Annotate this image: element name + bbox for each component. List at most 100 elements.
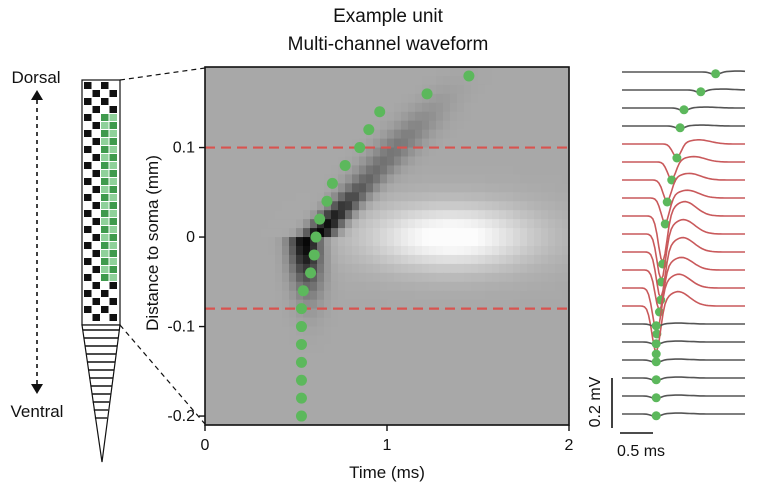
heatmap-cell bbox=[247, 308, 255, 319]
heatmap-cell bbox=[457, 299, 465, 310]
heatmap-cell bbox=[401, 326, 409, 337]
heatmap-cell bbox=[408, 201, 416, 211]
heatmap-cell bbox=[233, 174, 241, 184]
waveform-peak-dot bbox=[679, 105, 689, 115]
heatmap-cell bbox=[261, 210, 269, 220]
heatmap-cell bbox=[247, 192, 255, 202]
heatmap-cell bbox=[443, 371, 451, 381]
heatmap-cell bbox=[436, 326, 444, 337]
probe-site bbox=[84, 274, 92, 281]
heatmap-cell bbox=[317, 228, 325, 238]
heatmap-cell bbox=[513, 156, 521, 167]
peak-dot bbox=[295, 338, 307, 350]
heatmap-cell bbox=[555, 174, 563, 184]
heatmap-cell bbox=[345, 416, 353, 426]
heatmap-cell bbox=[268, 380, 276, 390]
heatmap-cell bbox=[541, 138, 549, 149]
heatmap-cell bbox=[541, 281, 549, 292]
heatmap-cell bbox=[408, 246, 416, 256]
heatmap-cell bbox=[212, 93, 220, 104]
heatmap-cell bbox=[324, 228, 332, 238]
heatmap-cell bbox=[443, 75, 451, 86]
heatmap-cell bbox=[240, 120, 248, 131]
heatmap-cell bbox=[289, 290, 297, 301]
heatmap-cell bbox=[506, 93, 514, 104]
heatmap-cell bbox=[562, 317, 570, 328]
heatmap-cell bbox=[555, 237, 563, 247]
heatmap-cell bbox=[268, 246, 276, 256]
heatmap-cell bbox=[226, 353, 234, 363]
heatmap-cell bbox=[443, 192, 451, 202]
heatmap-cell bbox=[247, 84, 255, 95]
heatmap-cell bbox=[492, 371, 500, 381]
heatmap-cell bbox=[478, 299, 486, 310]
heatmap-cell bbox=[478, 326, 486, 337]
heatmap-cell bbox=[485, 210, 493, 220]
heatmap-cell bbox=[534, 75, 542, 86]
heatmap-cell bbox=[485, 156, 493, 167]
heatmap-cell bbox=[352, 398, 360, 408]
heatmap-cell bbox=[268, 344, 276, 354]
heatmap-cell bbox=[352, 93, 360, 104]
heatmap-cell bbox=[268, 317, 276, 328]
heatmap-cell bbox=[415, 246, 423, 256]
heatmap-cell bbox=[541, 237, 549, 247]
heatmap-cell bbox=[289, 326, 297, 337]
probe-site bbox=[109, 90, 117, 97]
heatmap-cell bbox=[303, 120, 311, 131]
heatmap-cell bbox=[513, 281, 521, 292]
heatmap-cell bbox=[331, 192, 339, 202]
heatmap-cell bbox=[492, 263, 500, 274]
heatmap-cell bbox=[219, 93, 227, 104]
heatmap-cell bbox=[387, 219, 395, 229]
heatmap-cell bbox=[205, 353, 213, 363]
heatmap-cell bbox=[429, 407, 437, 417]
waveform-peak-dot bbox=[660, 219, 670, 229]
heatmap-cell bbox=[562, 407, 570, 417]
heatmap-cell bbox=[233, 147, 241, 158]
heatmap-cell bbox=[345, 254, 353, 265]
heatmap-cell bbox=[289, 174, 297, 184]
heatmap-cell bbox=[534, 147, 542, 158]
heatmap-cell bbox=[282, 344, 290, 354]
heatmap-cell bbox=[275, 416, 283, 426]
heatmap-cell bbox=[345, 290, 353, 301]
heatmap-cell bbox=[450, 362, 458, 372]
heatmap-cell bbox=[415, 263, 423, 274]
heatmap-cell bbox=[443, 67, 451, 77]
heatmap-cell bbox=[233, 120, 241, 131]
heatmap-cell bbox=[387, 281, 395, 292]
heatmap-cell bbox=[394, 84, 402, 95]
heatmap-cell bbox=[254, 210, 262, 220]
heatmap-cell bbox=[492, 67, 500, 77]
heatmap-cell bbox=[436, 75, 444, 86]
heatmap-cell bbox=[205, 398, 213, 408]
heatmap-cell bbox=[345, 380, 353, 390]
heatmap-cell bbox=[415, 398, 423, 408]
heatmap-cell bbox=[520, 362, 528, 372]
probe-site bbox=[101, 178, 109, 185]
heatmap-cell bbox=[247, 138, 255, 149]
heatmap-cell bbox=[429, 174, 437, 184]
heatmap-cell bbox=[527, 263, 535, 274]
heatmap-cell bbox=[303, 371, 311, 381]
heatmap-cell bbox=[527, 219, 535, 229]
heatmap-cell bbox=[310, 111, 318, 122]
heatmap-cell bbox=[520, 75, 528, 86]
heatmap-cell bbox=[331, 254, 339, 265]
heatmap-cell bbox=[513, 138, 521, 149]
heatmap-cell bbox=[562, 102, 570, 113]
heatmap-cell bbox=[429, 344, 437, 354]
heatmap-cell bbox=[317, 147, 325, 158]
heatmap-cell bbox=[436, 147, 444, 158]
heatmap-cell bbox=[506, 335, 514, 346]
heatmap-cell bbox=[443, 326, 451, 337]
heatmap-cell bbox=[296, 138, 304, 149]
heatmap-cell bbox=[226, 380, 234, 390]
heatmap-cell bbox=[401, 93, 409, 104]
heatmap-cell bbox=[471, 380, 479, 390]
heatmap-cell bbox=[254, 389, 262, 399]
heatmap-cell bbox=[534, 246, 542, 256]
heatmap-cell bbox=[205, 120, 213, 131]
heatmap-cell bbox=[352, 389, 360, 399]
